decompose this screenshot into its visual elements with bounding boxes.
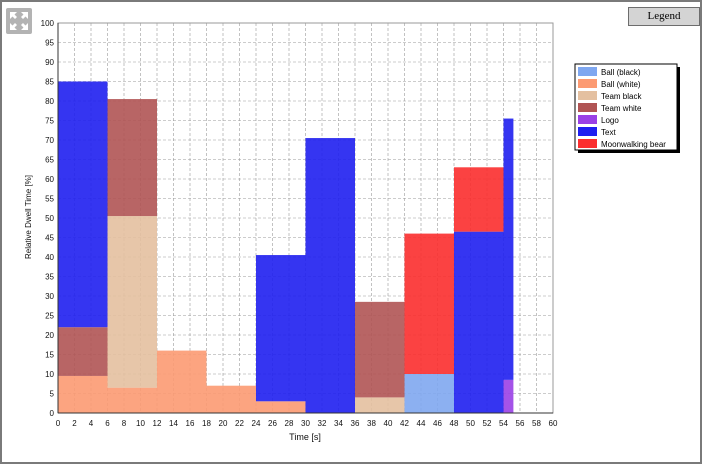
legend-swatch: [578, 127, 597, 136]
legend-label: Logo: [601, 116, 619, 125]
y-tick-label: 40: [45, 253, 54, 262]
x-tick-label: 42: [400, 419, 409, 428]
bar-segment: [305, 138, 355, 414]
x-tick-label: 50: [466, 419, 475, 428]
x-tick-label: 34: [334, 419, 343, 428]
bar-segment: [58, 81, 108, 328]
x-tick-label: 36: [351, 419, 360, 428]
y-tick-label: 100: [41, 19, 55, 28]
x-tick-label: 10: [136, 419, 145, 428]
bar-segment: [107, 99, 157, 217]
bar-segment: [107, 216, 157, 388]
x-tick-label: 60: [549, 419, 558, 428]
bar-segment: [58, 375, 108, 413]
y-tick-label: 45: [45, 234, 54, 243]
x-tick-label: 8: [122, 419, 127, 428]
bar-segment: [157, 350, 207, 413]
legend-button[interactable]: Legend: [628, 7, 700, 26]
bar-segment: [503, 379, 514, 413]
bar-segment: [355, 397, 405, 413]
x-tick-label: 44: [417, 419, 426, 428]
x-tick-label: 46: [433, 419, 442, 428]
x-tick-label: 52: [483, 419, 492, 428]
legend-label: Moonwalking bear: [601, 140, 666, 149]
x-tick-label: 12: [153, 419, 162, 428]
x-tick-label: 14: [169, 419, 178, 428]
x-tick-label: 16: [186, 419, 195, 428]
bar-segment: [454, 167, 504, 232]
x-tick-label: 56: [516, 419, 525, 428]
bars: [58, 81, 514, 414]
y-tick-label: 25: [45, 312, 54, 321]
y-tick-label: 30: [45, 292, 54, 301]
y-tick-label: 10: [45, 370, 54, 379]
y-tick-label: 20: [45, 331, 54, 340]
bar-segment: [355, 301, 405, 398]
legend-label: Text: [601, 128, 616, 137]
bar-segment: [107, 387, 157, 413]
x-tick-label: 18: [202, 419, 211, 428]
x-tick-label: 58: [532, 419, 541, 428]
x-tick-label: 38: [367, 419, 376, 428]
x-tick-label: 0: [56, 419, 61, 428]
expand-button[interactable]: [6, 8, 32, 34]
bar-segment: [503, 118, 514, 380]
x-tick-label: 20: [219, 419, 228, 428]
bar-segment: [454, 231, 504, 413]
y-tick-label: 75: [45, 117, 54, 126]
expand-arrows-icon: [10, 12, 28, 30]
y-tick-label: 55: [45, 195, 54, 204]
legend-label: Ball (white): [601, 80, 641, 89]
bar-segment: [206, 385, 256, 413]
y-tick-labels: 0 5 10 15 20 25 30 35 40 45 50 55 60 65 70 75 80 85 90 95 10…: [41, 19, 55, 418]
legend-swatch: [578, 67, 597, 76]
y-tick-label: 35: [45, 273, 54, 282]
y-tick-label: 15: [45, 351, 54, 360]
legend-swatch: [578, 103, 597, 112]
x-tick-label: 26: [268, 419, 277, 428]
x-tick-label: 6: [105, 419, 110, 428]
y-tick-label: 0: [50, 409, 55, 418]
x-tick-label: 22: [235, 419, 244, 428]
y-tick-label: 85: [45, 78, 54, 87]
legend-label: Team white: [601, 104, 642, 113]
x-tick-label: 32: [318, 419, 327, 428]
legend-label: Ball (black): [601, 68, 641, 77]
y-axis-label: Relative Dwell Time [%]: [24, 175, 33, 259]
x-tick-label: 2: [72, 419, 77, 428]
legend-swatch: [578, 79, 597, 88]
y-tick-label: 5: [50, 390, 55, 399]
x-tick-label: 40: [384, 419, 393, 428]
legend: Ball (black) Ball (white) Team black Team w…: [574, 63, 680, 153]
x-tick-labels: 0 2 4 6 8 10 12 14 16 18 20 22 24 26 28 30 32 34 36 38 40 42 4…: [56, 419, 558, 428]
y-tick-label: 60: [45, 175, 54, 184]
x-tick-label: 48: [450, 419, 459, 428]
y-tick-label: 70: [45, 136, 54, 145]
y-tick-label: 65: [45, 156, 54, 165]
y-tick-label: 95: [45, 39, 54, 48]
x-tick-label: 30: [301, 419, 310, 428]
bar-segment: [256, 255, 306, 402]
y-tick-label: 90: [45, 58, 54, 67]
x-tick-label: 54: [499, 419, 508, 428]
x-tick-label: 24: [252, 419, 261, 428]
x-tick-label: 28: [285, 419, 294, 428]
bar-segment: [404, 374, 454, 413]
legend-label: Team black: [601, 92, 642, 101]
x-tick-label: 4: [89, 419, 94, 428]
x-axis-label: Time [s]: [289, 432, 321, 442]
legend-swatch: [578, 115, 597, 124]
bar-segment: [256, 401, 306, 413]
y-tick-label: 80: [45, 97, 54, 106]
y-tick-label: 50: [45, 214, 54, 223]
bar-segment: [404, 233, 454, 374]
bar-segment: [58, 327, 108, 376]
legend-swatch: [578, 139, 597, 148]
legend-swatch: [578, 91, 597, 100]
